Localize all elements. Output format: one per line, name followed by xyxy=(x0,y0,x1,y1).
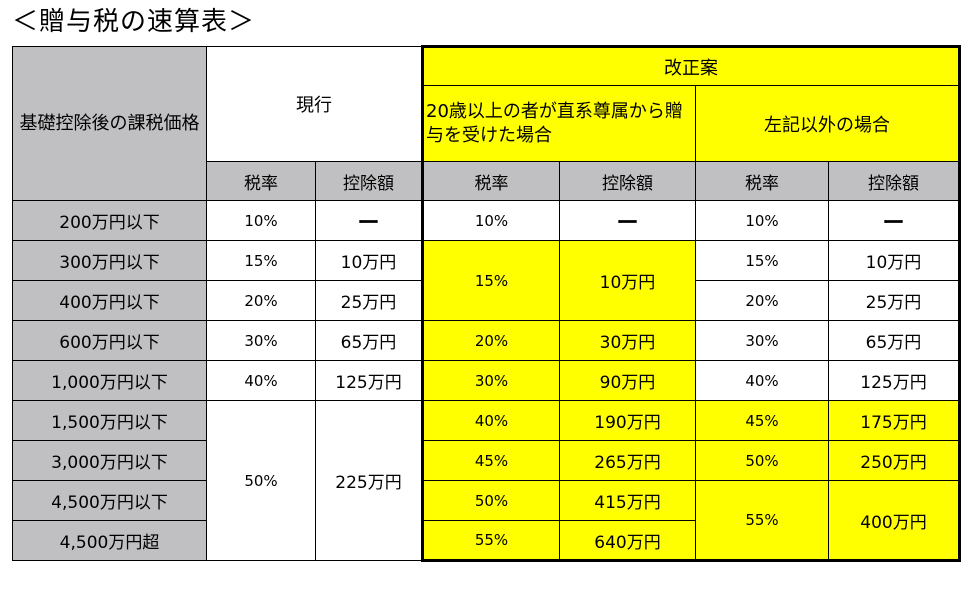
other-rate-cell: 40% xyxy=(695,360,829,401)
direct-rate-cell: 15% xyxy=(421,240,560,321)
other-rate-cell: 20% xyxy=(695,280,829,321)
other-deduction-cell: 10万円 xyxy=(828,240,961,281)
current-rate-cell: 40% xyxy=(206,360,316,401)
direct-rate-cell: 10% xyxy=(421,200,560,241)
current-deduction-cell: ー xyxy=(315,200,423,241)
header-current-deduction: 控除額 xyxy=(315,161,423,201)
bracket-cell: 400万円以下 xyxy=(12,280,207,321)
bracket-cell: 4,500万円超 xyxy=(12,520,207,561)
direct-deduction-cell: ー xyxy=(559,200,696,241)
header-direct-deduction: 控除額 xyxy=(559,161,696,201)
other-deduction-cell: 65万円 xyxy=(828,320,961,361)
other-rate-cell: 55% xyxy=(695,480,829,562)
current-rate-cell: 50% xyxy=(206,400,316,561)
header-current-rate: 税率 xyxy=(206,161,316,201)
header-other-rate: 税率 xyxy=(695,161,829,201)
current-deduction-cell: 125万円 xyxy=(315,360,423,401)
table-row: 200万円以下 10% ー 10% ー 10% ー xyxy=(12,200,961,241)
direct-rate-cell: 20% xyxy=(421,320,560,361)
current-deduction-cell: 65万円 xyxy=(315,320,423,361)
direct-rate-cell: 50% xyxy=(421,480,560,521)
gift-tax-table: 基礎控除後の課税価格 現行 改正案 20歳以上の者が直系尊属から贈与を受けた場合… xyxy=(12,45,961,562)
table-row: 300万円以下 15% 10万円 15% 10万円 15% 10万円 xyxy=(12,240,961,321)
table-row: 1,500万円以下 50% 225万円 40% 190万円 45% 175万円 xyxy=(12,400,961,561)
bracket-cell: 200万円以下 xyxy=(12,200,207,241)
current-rate-cell: 10% xyxy=(206,200,316,241)
header-other-deduction: 控除額 xyxy=(828,161,961,201)
other-deduction-cell: 25万円 xyxy=(828,280,961,321)
bracket-cell: 3,000万円以下 xyxy=(12,440,207,481)
bracket-cell: 300万円以下 xyxy=(12,240,207,281)
other-deduction-cell: 250万円 xyxy=(828,440,961,481)
other-rate-cell: 15% xyxy=(695,240,829,281)
table-row: 1,000万円以下 40% 125万円 30% 90万円 40% 125万円 xyxy=(12,360,961,401)
header-direct-rate: 税率 xyxy=(421,161,560,201)
header-taxable-amount: 基礎控除後の課税価格 xyxy=(12,46,207,201)
other-deduction-cell: 175万円 xyxy=(828,400,961,441)
direct-rate-cell: 45% xyxy=(421,440,560,481)
table-row: 400万円以下 20% 25万円 20% 25万円 xyxy=(12,280,961,321)
table-row: 3,000万円以下 45% 265万円 50% 250万円 xyxy=(12,440,961,481)
direct-deduction-cell: 640万円 xyxy=(559,520,696,562)
current-deduction-cell: 25万円 xyxy=(315,280,423,321)
current-rate-cell: 15% xyxy=(206,240,316,281)
current-rate-cell: 30% xyxy=(206,320,316,361)
other-deduction-cell: 125万円 xyxy=(828,360,961,401)
direct-deduction-cell: 30万円 xyxy=(559,320,696,361)
direct-deduction-cell: 190万円 xyxy=(559,400,696,441)
bracket-cell: 600万円以下 xyxy=(12,320,207,361)
current-deduction-cell: 225万円 xyxy=(315,400,423,561)
other-rate-cell: 30% xyxy=(695,320,829,361)
other-rate-cell: 10% xyxy=(695,200,829,241)
current-deduction-cell: 10万円 xyxy=(315,240,423,281)
bracket-cell: 1,500万円以下 xyxy=(12,400,207,441)
table-row: 4,500万円超 55% 640万円 xyxy=(12,520,960,562)
other-deduction-cell: ー xyxy=(828,200,961,241)
header-reform: 改正案 xyxy=(421,45,961,86)
header-reform-direct-lineage: 20歳以上の者が直系尊属から贈与を受けた場合 xyxy=(421,85,696,162)
table-row: 4,500万円以下 50% 415万円 55% 400万円 xyxy=(12,480,961,562)
current-rate-cell: 20% xyxy=(206,280,316,321)
other-deduction-cell: 400万円 xyxy=(828,480,961,562)
table-row: 600万円以下 30% 65万円 20% 30万円 30% 65万円 xyxy=(12,320,961,361)
direct-rate-cell: 30% xyxy=(421,360,560,401)
direct-deduction-cell: 415万円 xyxy=(559,480,696,521)
header-reform-other: 左記以外の場合 xyxy=(695,85,961,162)
header-current: 現行 xyxy=(206,46,423,162)
direct-deduction-cell: 10万円 xyxy=(559,240,696,321)
direct-rate-cell: 55% xyxy=(421,520,560,562)
direct-rate-cell: 40% xyxy=(421,400,560,441)
page-title: ＜贈与税の速算表＞ xyxy=(12,7,256,37)
direct-deduction-cell: 265万円 xyxy=(559,440,696,481)
bracket-cell: 1,000万円以下 xyxy=(12,360,207,401)
direct-deduction-cell: 90万円 xyxy=(559,360,696,401)
other-rate-cell: 45% xyxy=(695,400,829,441)
bracket-cell: 4,500万円以下 xyxy=(12,480,207,521)
other-rate-cell: 50% xyxy=(695,440,829,481)
